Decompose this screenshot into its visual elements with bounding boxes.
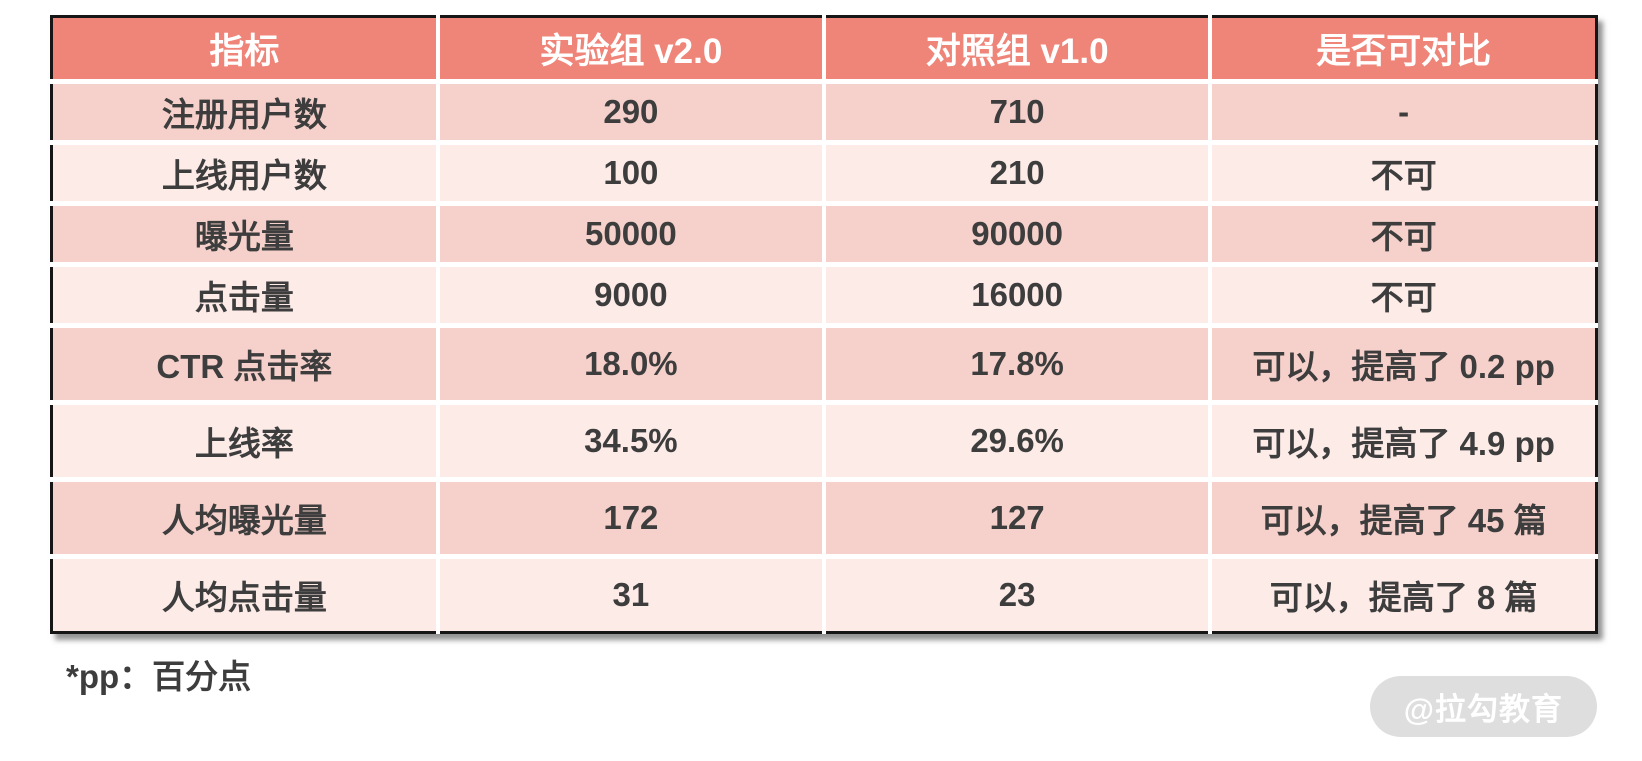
table-header-row: 指标 实验组 v2.0 对照组 v1.0 是否可对比 (51, 16, 1597, 82)
cell-experiment: 290 (437, 79, 827, 143)
table-row: CTR 点击率 18.0% 17.8% 可以，提高了 0.2 pp (51, 323, 1597, 403)
table-row: 人均点击量 31 23 可以，提高了 8 篇 (51, 554, 1597, 633)
table-body: 注册用户数 290 710- 上线用户数 100 210 不可 曝光量 50000 90000 不可… (51, 79, 1597, 633)
table-row: 上线用户数 100 210 不可 (51, 140, 1597, 204)
cell-control: 127 (824, 477, 1213, 557)
cell-experiment: 172 (437, 477, 827, 557)
cell-control: 29.6% (824, 400, 1213, 480)
metrics-table-wrapper: 指标 实验组 v2.0 对照组 v1.0 是否可对比 注册用户数 290 710- 上… (50, 15, 1598, 634)
cell-experiment: 18.0% (437, 323, 827, 403)
cell-comparable: 可以，提高了 0.2 pp (1210, 323, 1597, 403)
cell-metric: 人均点击量 (51, 554, 440, 633)
cell-metric: 人均曝光量 (51, 477, 440, 557)
cell-control: 16000 (824, 262, 1213, 326)
cell-control: 710 (824, 79, 1213, 143)
cell-control: 210 (824, 140, 1213, 204)
cell-metric: CTR 点击率 (51, 323, 440, 403)
cell-comparable: 不可 (1210, 140, 1597, 204)
cell-comparable: 不可 (1210, 201, 1597, 265)
cell-comparable: - (1210, 79, 1597, 143)
cell-metric: 点击量 (51, 262, 440, 326)
header-experiment: 实验组 v2.0 (437, 16, 827, 82)
cell-metric: 注册用户数 (51, 79, 440, 143)
footnote: *pp：百分点 (66, 658, 252, 695)
cell-experiment: 50000 (437, 201, 827, 265)
cell-comparable: 可以，提高了 45 篇 (1210, 477, 1597, 557)
table-row: 注册用户数 290 710- (51, 79, 1597, 143)
header-control: 对照组 v1.0 (824, 16, 1213, 82)
cell-comparable: 可以，提高了 8 篇 (1210, 554, 1597, 633)
header-comparable: 是否可对比 (1210, 16, 1597, 82)
cell-experiment: 100 (437, 140, 827, 204)
cell-control: 23 (824, 554, 1213, 633)
cell-metric: 上线用户数 (51, 140, 440, 204)
cell-control: 90000 (824, 201, 1213, 265)
watermark-badge: @拉勾教育 (1369, 676, 1597, 737)
cell-experiment: 31 (437, 554, 827, 633)
cell-experiment: 34.5% (437, 400, 827, 480)
table-row: 曝光量 50000 90000 不可 (51, 201, 1597, 265)
table-row: 点击量 9000 16000 不可 (51, 262, 1597, 326)
header-metric: 指标 (51, 16, 440, 82)
table-row: 上线率 34.5% 29.6% 可以，提高了 4.9 pp (51, 400, 1597, 480)
table-row: 人均曝光量 172 127 可以，提高了 45 篇 (51, 477, 1597, 557)
metrics-table: 指标 实验组 v2.0 对照组 v1.0 是否可对比 注册用户数 290 710- 上… (50, 15, 1598, 634)
cell-comparable: 不可 (1210, 262, 1597, 326)
cell-comparable: 可以，提高了 4.9 pp (1210, 400, 1597, 480)
cell-experiment: 9000 (437, 262, 827, 326)
cell-metric: 上线率 (51, 400, 440, 480)
table-head: 指标 实验组 v2.0 对照组 v1.0 是否可对比 (51, 16, 1597, 82)
cell-control: 17.8% (824, 323, 1213, 403)
cell-metric: 曝光量 (51, 201, 440, 265)
